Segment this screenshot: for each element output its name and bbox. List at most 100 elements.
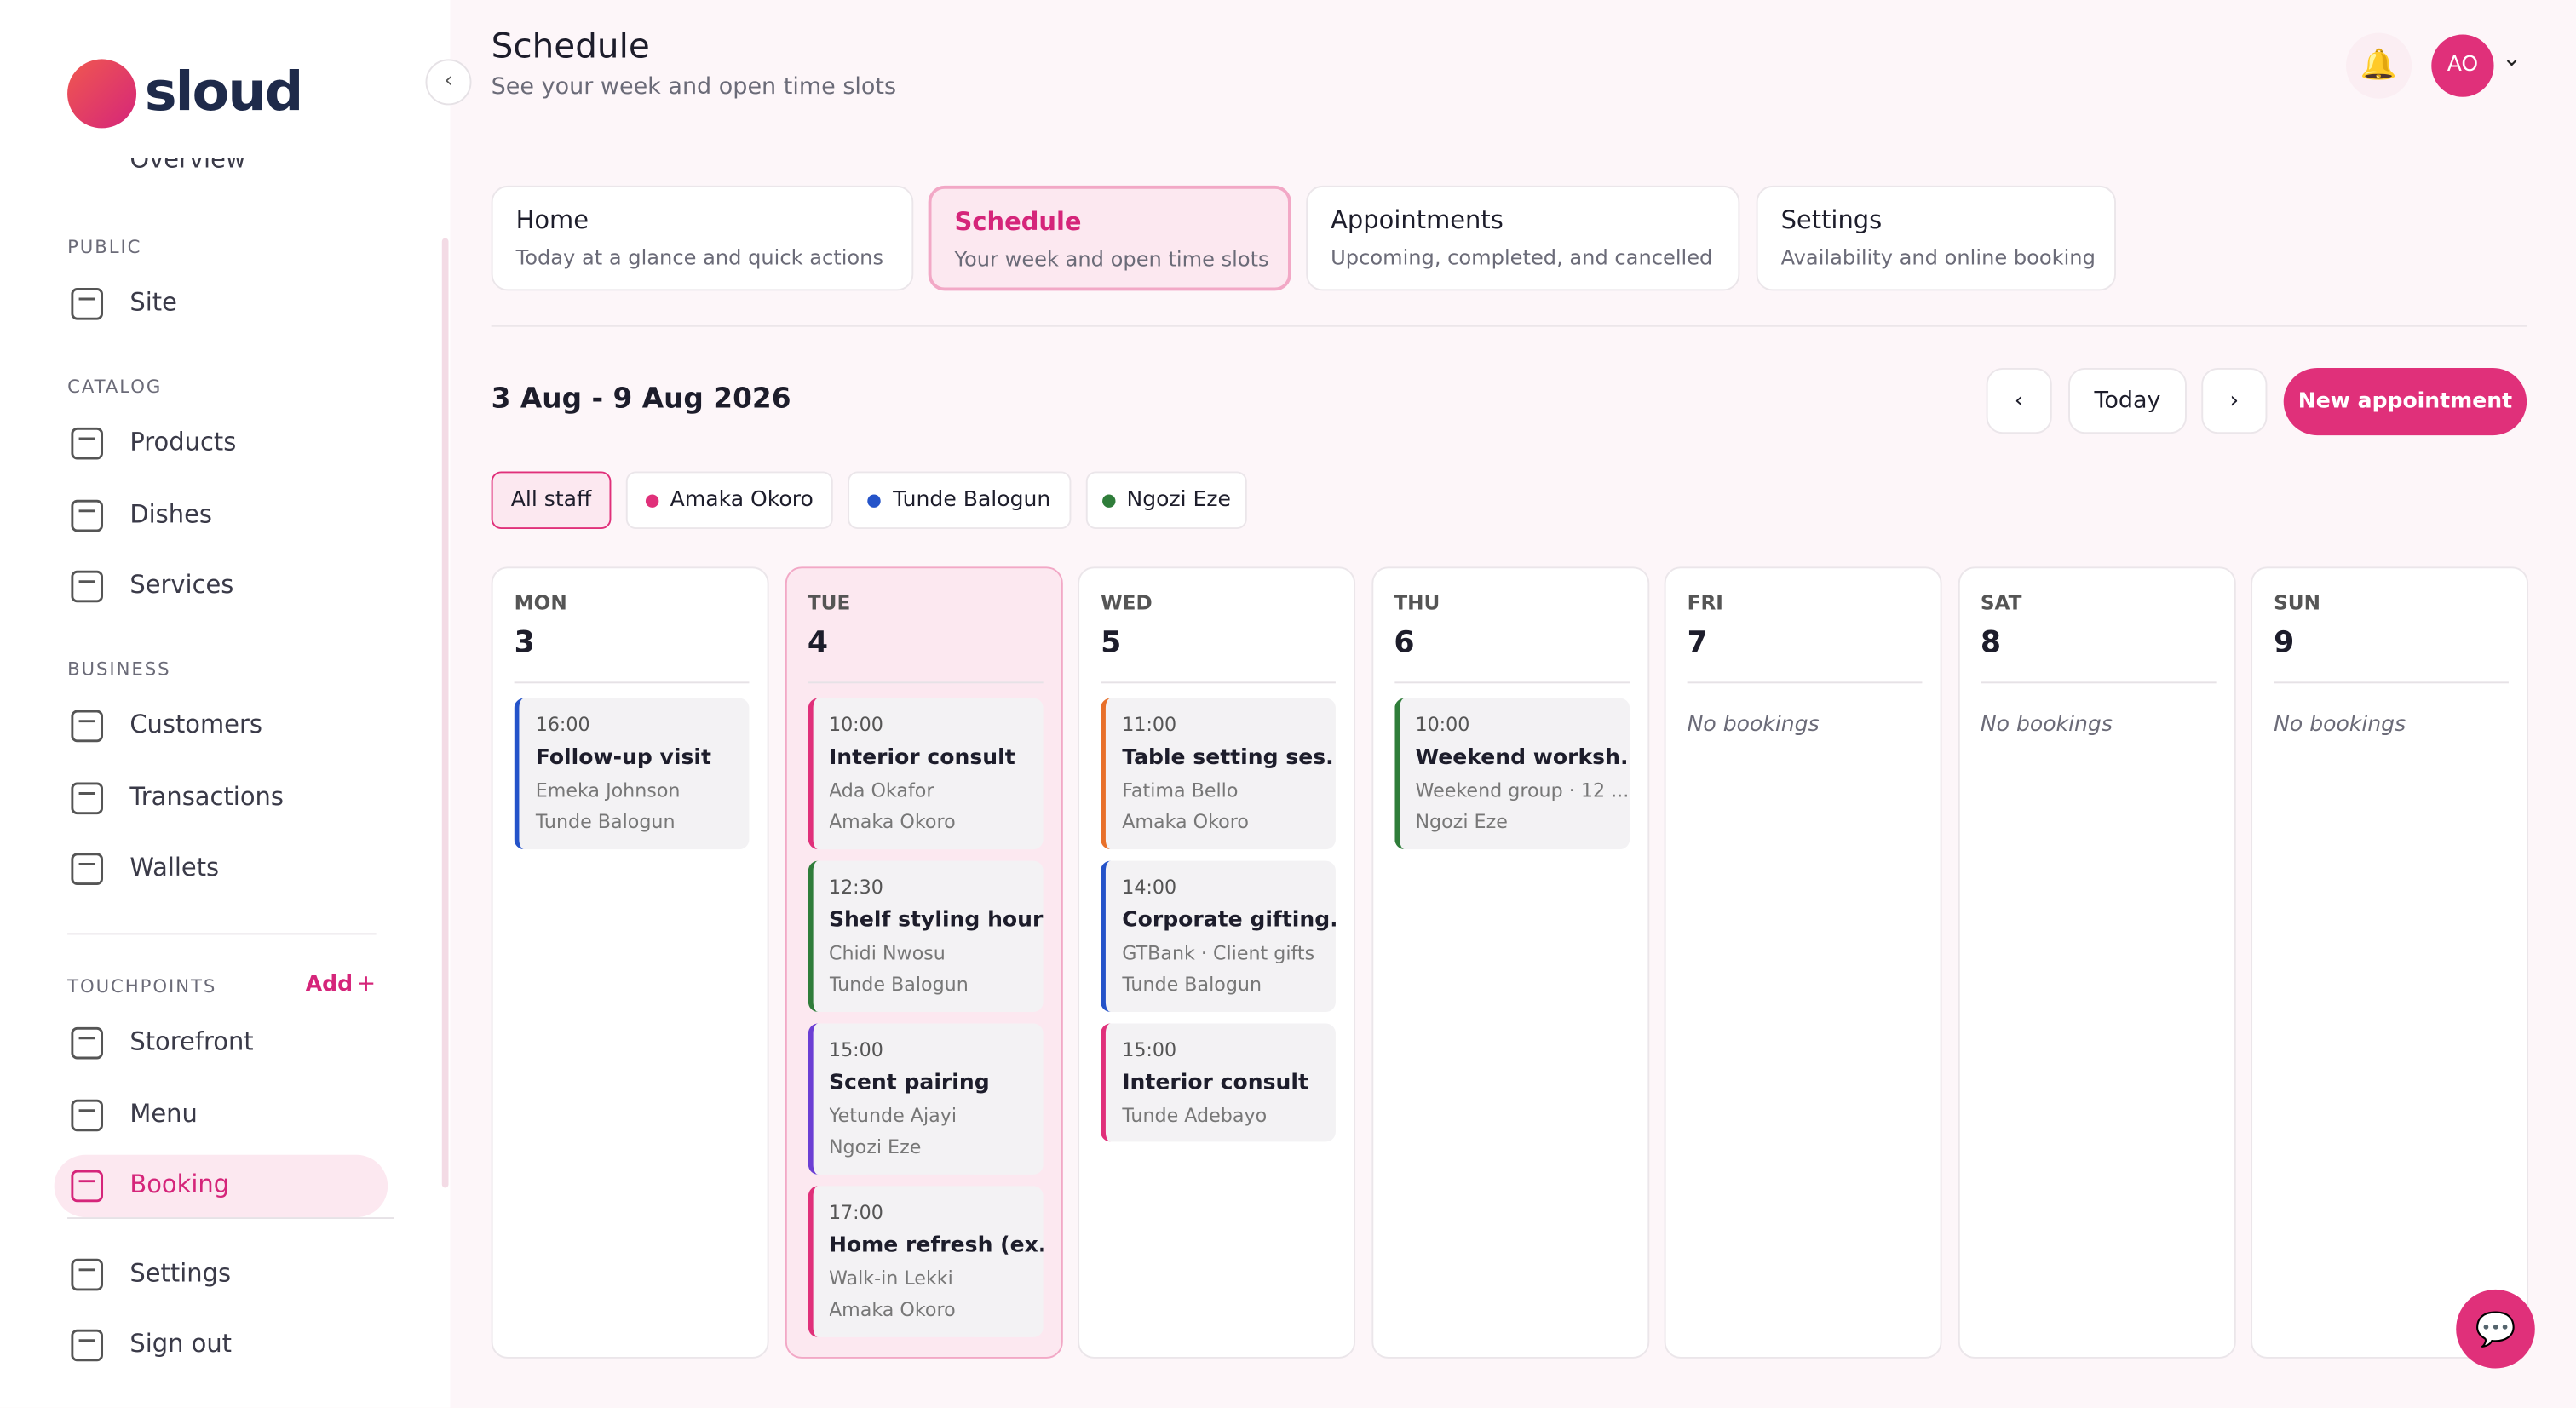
appointment-title: Interior consult: [1122, 1071, 1308, 1096]
appointment-title: Scent pairing: [828, 1071, 990, 1096]
new-appointment[interactable]: New appointment: [2283, 367, 2527, 436]
day-name: SAT: [1980, 591, 2022, 615]
day-date: 8: [1980, 625, 2002, 661]
appointment[interactable]: 12:30 Shelf styling hour Chidi Nwosu Tunde …: [807, 860, 1043, 1012]
notifications[interactable]: 🔔: [2345, 32, 2412, 99]
day-name: THU: [1394, 591, 1440, 615]
tab-title: Home: [515, 205, 589, 235]
appointment-detail: Amaka Okoro: [828, 809, 956, 833]
nav-item[interactable]: Dishes: [129, 498, 212, 529]
appointment-time: 10:00: [828, 712, 883, 736]
icon: [71, 499, 104, 532]
staff-name: All staff: [510, 487, 592, 513]
staff-filter[interactable]: Tunde Balogun: [848, 471, 1072, 529]
divider: [514, 681, 750, 684]
appointment-time: 15:00: [1122, 1037, 1177, 1061]
nav-item[interactable]: Site: [129, 287, 177, 318]
tab[interactable]: Appointments Upcoming, completed, and can…: [1306, 185, 1740, 291]
appointment[interactable]: 14:00 Corporate gifting... GTBank · Client…: [1101, 860, 1336, 1012]
appointment[interactable]: 10:00 Weekend worksh... Weekend group · 12…: [1394, 698, 1630, 850]
icon: [71, 1026, 104, 1060]
logo-mark: [67, 59, 137, 129]
section-label: BUSINESS: [67, 658, 171, 681]
empty-label: No bookings: [2274, 712, 2406, 738]
staff-dot: [1101, 493, 1115, 507]
appointment-detail: Ngozi Eze: [828, 1135, 922, 1158]
appointment[interactable]: 17:00 Home refresh (ex... Walk-in Lekki Ama…: [807, 1186, 1043, 1337]
day-date: 6: [1394, 625, 1415, 661]
staff-name: Amaka Okoro: [670, 487, 814, 513]
day-date: 4: [807, 625, 829, 661]
appointment-detail: Chidi Nwosu: [828, 941, 946, 965]
icon: [71, 427, 104, 460]
day-column: TUE 4 10:00 Interior consult Ada Okafor Amaka…: [784, 566, 1062, 1359]
nav-item[interactable]: Services: [129, 570, 234, 601]
appointment-detail: Tunde Balogun: [1122, 972, 1262, 996]
appointment-detail: Tunde Balogun: [828, 972, 969, 996]
nav-item[interactable]: Products: [129, 427, 237, 457]
empty-label: No bookings: [1980, 712, 2113, 738]
nav-item[interactable]: Storefront: [129, 1026, 254, 1057]
icon: [71, 853, 104, 886]
appointment-detail: Fatima Bello: [1122, 779, 1239, 802]
next-week[interactable]: ›: [2201, 367, 2268, 434]
day-column: SAT 8 No bookings: [1957, 566, 2235, 1359]
icon: [71, 1258, 104, 1291]
sidebar: Overview sloud PUBLIC Site CATALOG Products Di…: [0, 0, 451, 1408]
day-name: WED: [1101, 591, 1153, 615]
collapse-button[interactable]: ‹: [425, 59, 472, 106]
divider: [1687, 681, 1923, 684]
staff-filter[interactable]: Ngozi Eze: [1085, 471, 1247, 529]
appointment[interactable]: 15:00 Scent pairing Yetunde Ajayi Ngozi Eze: [807, 1023, 1043, 1175]
tab-title: Schedule: [954, 206, 1082, 237]
day-column: FRI 7 No bookings: [1664, 566, 1942, 1359]
appointment[interactable]: 11:00 Table setting ses... Fatima Bello Ama…: [1101, 698, 1336, 850]
appointment[interactable]: 15:00 Interior consult Tunde Adebayo: [1101, 1023, 1336, 1142]
nav-item[interactable]: Customers: [129, 710, 262, 739]
day-name: TUE: [807, 591, 851, 615]
nav-item[interactable]: Settings: [129, 1258, 232, 1288]
staff-filter[interactable]: Amaka Okoro: [625, 471, 833, 529]
appointment-time: 10:00: [1415, 712, 1470, 736]
prev-week[interactable]: ‹: [1986, 367, 2052, 434]
appointment[interactable]: 16:00 Follow-up visit Emeka Johnson Tunde B…: [514, 698, 750, 850]
nav-item[interactable]: Menu: [129, 1098, 198, 1129]
section-label: CATALOG: [67, 376, 163, 398]
day-column: MON 3 16:00 Follow-up visit Emeka Johnson Tun…: [491, 566, 769, 1359]
nav-item[interactable]: Sign out: [129, 1329, 233, 1359]
day-name: MON: [514, 591, 567, 615]
appointment-time: 12:30: [828, 875, 883, 899]
day-column: SUN 9 No bookings: [2251, 566, 2529, 1359]
icon: [71, 287, 104, 320]
appointment-title: Table setting ses...: [1122, 745, 1336, 771]
tab-title: Appointments: [1331, 205, 1504, 235]
day-date: 7: [1687, 625, 1708, 661]
avatar[interactable]: AO: [2431, 34, 2494, 97]
divider: [67, 933, 377, 935]
add-touchpoint[interactable]: Add: [305, 972, 354, 997]
appointment-time: 11:00: [1122, 712, 1177, 736]
avatar-caret[interactable]: ⌄: [2502, 45, 2521, 72]
appointment-detail: Weekend group · 12 ...: [1415, 779, 1630, 802]
tab-desc: Your week and open time slots: [954, 246, 1269, 272]
today-button[interactable]: Today: [2068, 367, 2187, 434]
tab[interactable]: Settings Availability and online booking: [1756, 185, 2116, 291]
staff-name: Tunde Balogun: [893, 487, 1051, 513]
section-label: TOUCHPOINTS: [67, 975, 217, 997]
tab[interactable]: Schedule Your week and open time slots: [928, 185, 1291, 291]
empty-label: No bookings: [1687, 712, 1820, 738]
appointment-detail: Ada Okafor: [828, 779, 934, 802]
appointment-time: 15:00: [828, 1037, 883, 1061]
nav-item[interactable]: Wallets: [129, 853, 220, 883]
staff-filter[interactable]: All staff: [491, 471, 612, 529]
staff-dot: [645, 493, 659, 507]
nav-item[interactable]: Transactions: [129, 781, 284, 812]
appointment[interactable]: 10:00 Interior consult Ada Okafor Amaka Oko…: [807, 698, 1043, 850]
tab[interactable]: Home Today at a glance and quick actions: [491, 185, 914, 291]
chat-button[interactable]: 💬: [2456, 1289, 2535, 1369]
appointment-detail: Amaka Okoro: [1122, 809, 1249, 833]
appointment-detail: Walk-in Lekki: [828, 1266, 953, 1290]
nav-item[interactable]: Booking: [129, 1170, 230, 1200]
